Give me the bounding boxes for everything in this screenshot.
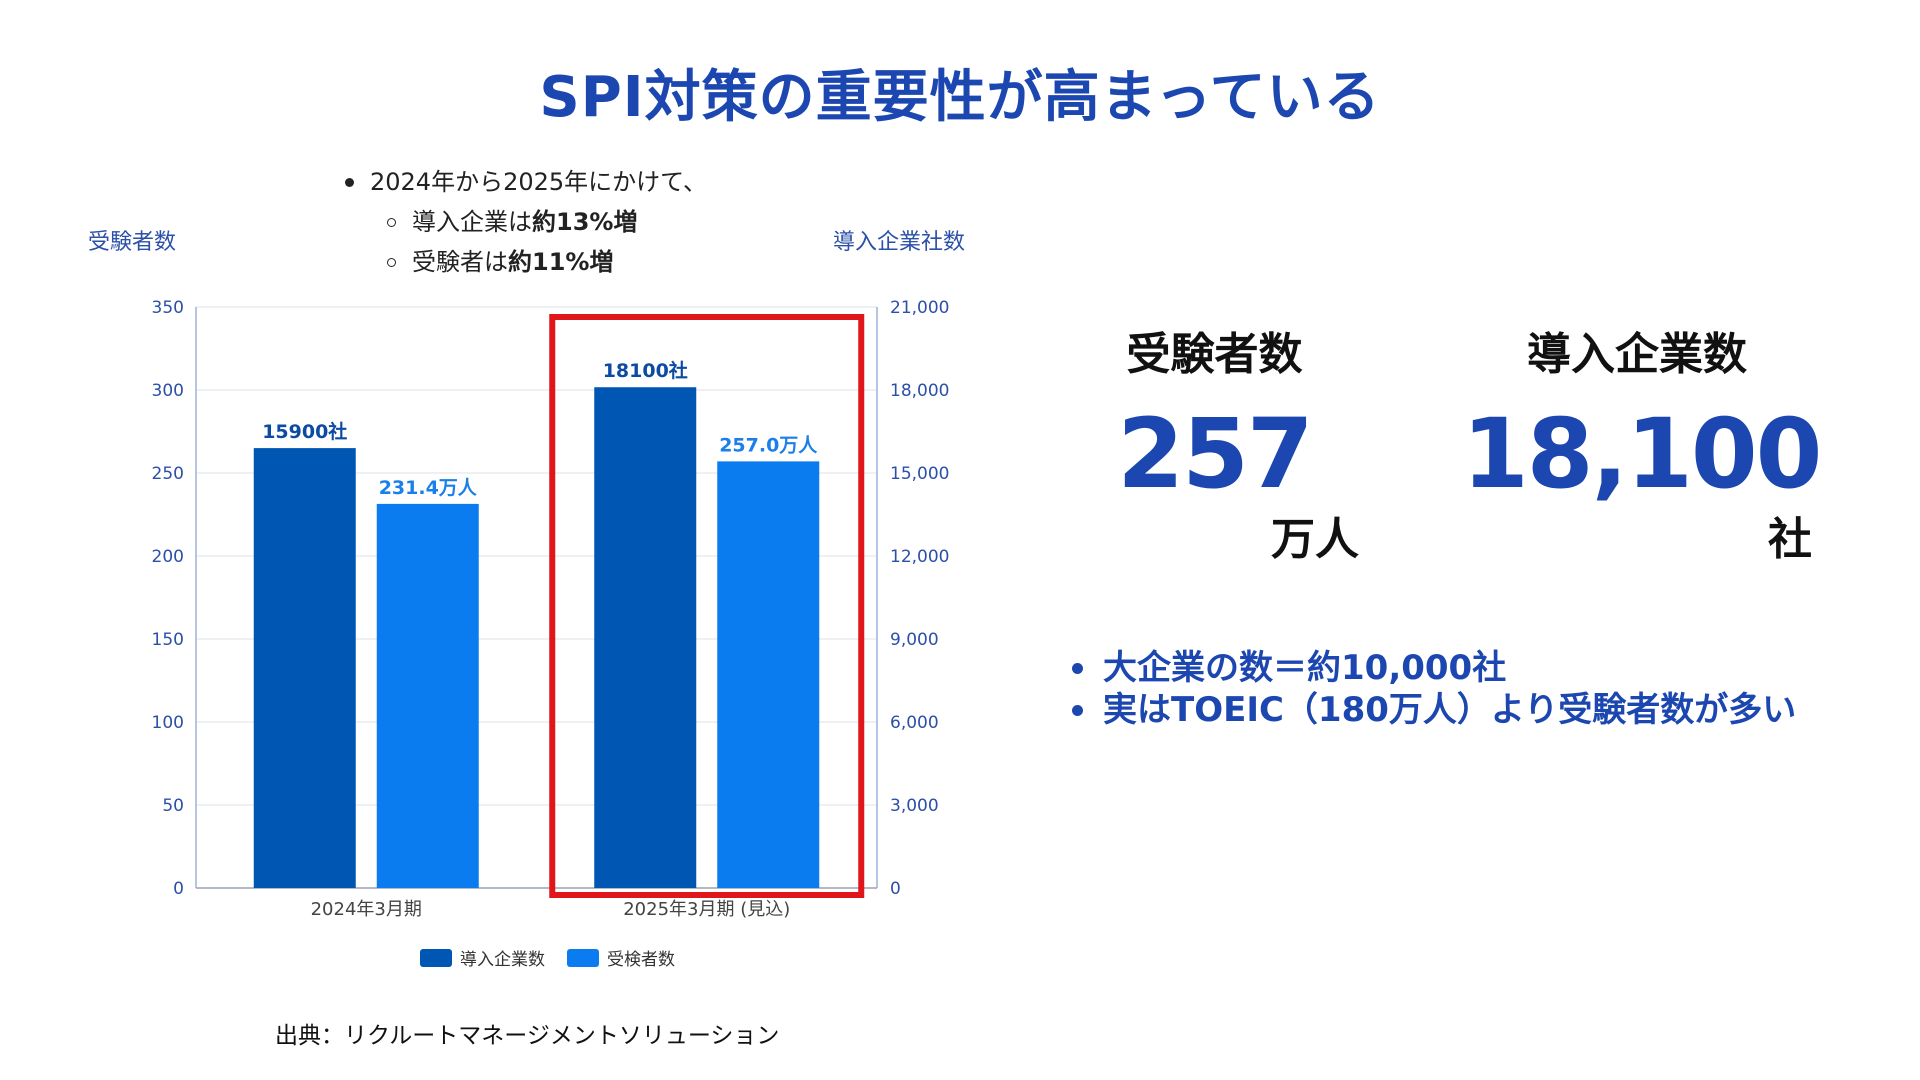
notes-list: 2024年から2025年にかけて、 導入企業は 約13%増 受験者は 約11%増	[345, 162, 707, 282]
notes-sub-item: 受験者は 約11%増	[345, 242, 707, 282]
legend-swatch	[420, 949, 452, 967]
notes-sub-bold: 約11%増	[508, 248, 614, 276]
bar-data-label: 231.4万人	[379, 477, 478, 499]
stat-unit: 万人	[1271, 514, 1359, 565]
notes-main-item: 2024年から2025年にかけて、	[345, 162, 707, 202]
stat-value: 18,100	[1462, 398, 1822, 510]
bar-data-label: 15900社	[262, 420, 347, 443]
bullet-dot-icon	[345, 177, 354, 187]
bar	[594, 387, 697, 888]
notes-sub-item: 導入企業は 約13%増	[345, 202, 707, 242]
left-tick-label: 200	[152, 547, 184, 567]
bar-chart: 0 0 50 3,000 100 6,000 150 9,000 200 12,000 250 15,…	[152, 298, 950, 970]
right-tick-label: 6,000	[890, 713, 939, 733]
left-tick-label: 250	[152, 464, 184, 484]
left-tick-label: 50	[162, 796, 184, 816]
stat-value: 257	[1117, 398, 1313, 510]
left-tick-label: 100	[152, 713, 184, 733]
right-tick-label: 21,000	[890, 298, 949, 318]
highlight-box	[549, 314, 865, 898]
bar-data-label: 257.0万人	[719, 434, 818, 456]
right-tick-label: 3,000	[890, 796, 939, 816]
stat-companies: 導入企業数 18,100 社	[1462, 318, 1822, 568]
left-tick-label: 350	[152, 298, 184, 318]
right-tick-label: 15,000	[890, 464, 949, 484]
bar	[253, 448, 356, 888]
highlights-list: 大企業の数＝約10,000社 実はTOEIC（180万人）より受験者数が多い	[1072, 647, 1796, 731]
legend-label: 導入企業数	[460, 950, 545, 970]
bullet-ring-icon	[387, 257, 396, 267]
stat-label: 導入企業数	[1527, 329, 1747, 380]
source-note: 出典：リクルートマネージメントソリューション	[275, 1023, 780, 1049]
stat-examinees: 受験者数 257 万人	[1112, 318, 1359, 568]
category-label: 2025年3月期 (見込)	[623, 899, 790, 920]
left-tick-label: 150	[152, 630, 184, 650]
right-tick-label: 9,000	[890, 630, 939, 650]
left-axis-title: 受験者数	[88, 230, 177, 255]
bar	[717, 461, 820, 888]
bar	[376, 503, 479, 888]
highlight-item: 実はTOEIC（180万人）より受験者数が多い	[1072, 689, 1796, 731]
bar-data-label: 18100社	[603, 359, 688, 382]
left-tick-label: 0	[173, 879, 184, 899]
notes-sub-bold: 約13%増	[532, 208, 638, 236]
notes-sub-prefix: 導入企業は	[412, 208, 532, 236]
right-tick-label: 12,000	[890, 547, 949, 567]
stat-unit: 社	[1768, 514, 1812, 565]
notes-main-text: 2024年から2025年にかけて、	[370, 168, 707, 196]
page-title: SPI対策の重要性が高まっている	[539, 65, 1381, 130]
notes-sub-prefix: 受験者は	[412, 248, 508, 276]
highlight-item: 大企業の数＝約10,000社	[1072, 647, 1796, 689]
right-tick-label: 18,000	[890, 381, 949, 401]
category-label: 2024年3月期	[311, 899, 422, 920]
bullet-dot-icon	[1072, 704, 1083, 716]
bullet-dot-icon	[1072, 662, 1083, 674]
legend-swatch	[567, 949, 599, 967]
left-tick-label: 300	[152, 381, 184, 401]
highlight-text: 実はTOEIC（180万人）より受験者数が多い	[1103, 690, 1797, 730]
bullet-ring-icon	[387, 217, 396, 227]
right-tick-label: 0	[890, 879, 901, 899]
right-axis-title: 導入企業社数	[833, 230, 966, 255]
legend-label: 受検者数	[607, 950, 675, 970]
highlight-text: 大企業の数＝約10,000社	[1103, 648, 1507, 688]
stat-label: 受験者数	[1126, 329, 1303, 380]
